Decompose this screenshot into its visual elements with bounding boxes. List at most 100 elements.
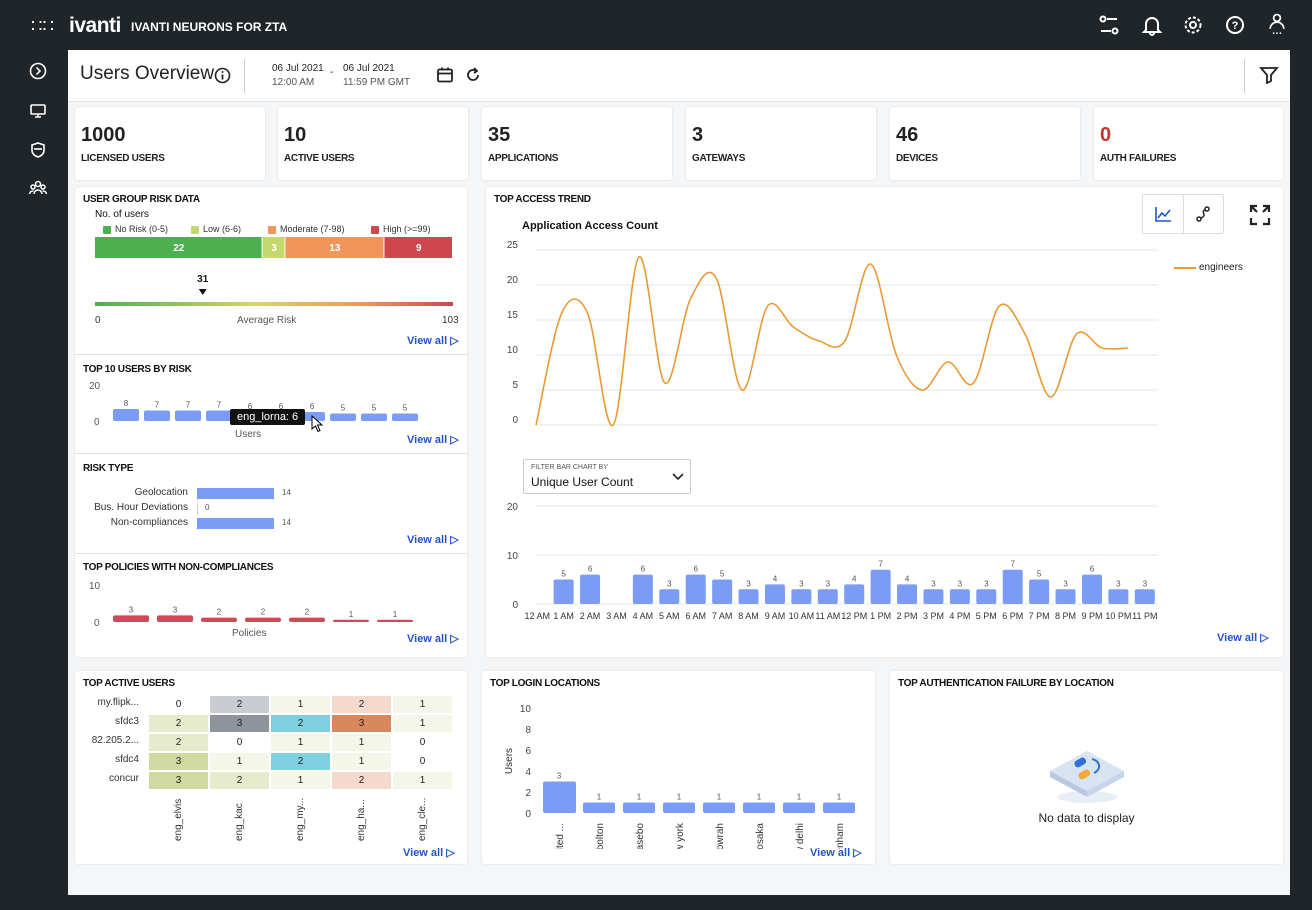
view-all-link[interactable]: View all	[403, 846, 455, 859]
heatmap-cell[interactable]: 1	[271, 696, 330, 713]
help-icon[interactable]: ?	[1224, 14, 1246, 36]
bar	[632, 574, 653, 604]
view-all-link[interactable]: View all	[407, 632, 459, 645]
bar	[844, 584, 865, 604]
section-title: TOP LOGIN LOCATIONS	[490, 678, 600, 689]
heatmap-cell[interactable]: 1	[271, 772, 330, 789]
heatmap-cell[interactable]: 2	[271, 715, 330, 732]
refresh-icon[interactable]	[464, 66, 482, 84]
heatmap-cell[interactable]: 1	[210, 753, 269, 770]
footer	[68, 885, 1290, 895]
filter-icon[interactable]	[1259, 66, 1279, 84]
heatmap-cell[interactable]: 3	[149, 772, 208, 789]
bar-value: 2	[305, 608, 310, 617]
shield-icon[interactable]	[28, 140, 48, 160]
heatmap-cell[interactable]: 2	[149, 734, 208, 751]
risk-legend: No Risk (0-5) Low (6-6) Moderate (7-98) Hig…	[95, 224, 465, 236]
heatmap-cell[interactable]: 3	[210, 715, 269, 732]
kpi-active-users[interactable]: 10 ACTIVE USERS	[278, 107, 468, 180]
view-all-link[interactable]: View all	[407, 334, 459, 347]
heatmap-cell[interactable]: 0	[393, 734, 452, 751]
heatmap-cell[interactable]: 0	[149, 696, 208, 713]
heatmap-cell[interactable]: 3	[149, 753, 208, 770]
y-tick: 20	[507, 275, 519, 286]
kpi-licensed-users[interactable]: 1000 LICENSED USERS	[75, 107, 265, 180]
heatmap-cell[interactable]: 2	[332, 772, 391, 789]
bell-icon[interactable]	[1141, 14, 1163, 36]
view-all-link[interactable]: View all	[407, 433, 459, 446]
kpi-label: ACTIVE USERS	[284, 153, 355, 164]
filter-divider	[1244, 59, 1245, 93]
heatmap-cell[interactable]: 1	[393, 772, 452, 789]
heatmap-cell[interactable]: 1	[271, 734, 330, 751]
heatmap-cell[interactable]: 2	[149, 715, 208, 732]
heatmap-cell[interactable]: 0	[210, 734, 269, 751]
heatmap-cell[interactable]: 2	[210, 772, 269, 789]
cursor-icon	[311, 415, 324, 433]
divider	[75, 453, 467, 454]
path-icon[interactable]	[1194, 205, 1213, 223]
kpi-label: LICENSED USERS	[81, 153, 165, 164]
x-tick: osaka	[755, 823, 766, 849]
bar	[583, 802, 615, 813]
heatmap-cell[interactable]: 1	[393, 696, 452, 713]
bar	[245, 617, 281, 622]
risk-type-value: 0	[205, 503, 210, 512]
switch-icon[interactable]	[1098, 14, 1120, 36]
y-tick: 4	[525, 767, 531, 778]
view-all-link[interactable]: View all	[407, 533, 459, 546]
filter-select[interactable]: FILTER BAR CHART BY Unique User Count	[523, 459, 691, 494]
kpi-auth-failures[interactable]: 0 AUTH FAILURES	[1094, 107, 1283, 180]
heatmap-cell[interactable]: 2	[332, 696, 391, 713]
y-axis-label: Users	[504, 748, 515, 774]
app-grid-icon[interactable]: ∷∷	[31, 16, 54, 36]
section-title: RISK TYPE	[83, 463, 134, 474]
risk-type-value: 14	[282, 488, 291, 497]
section-title: TOP ACTIVE USERS	[83, 678, 175, 689]
bar	[543, 781, 576, 813]
risk-card: USER GROUP RISK DATA No. of users No Ris…	[75, 187, 467, 657]
y-tick: 10	[507, 345, 519, 356]
heatmap-cell[interactable]: 1	[332, 734, 391, 751]
calendar-icon[interactable]	[436, 66, 454, 84]
heatmap-cell[interactable]: 0	[393, 753, 452, 770]
heatmap-cell[interactable]: 2	[210, 696, 269, 713]
heatmap-cell[interactable]: 2	[271, 753, 330, 770]
legend-label: Low (6-6)	[203, 224, 242, 234]
line-chart-button[interactable]	[1143, 195, 1184, 233]
empty-state-illustration	[1050, 751, 1124, 803]
users-icon[interactable]	[28, 178, 48, 198]
fullscreen-icon[interactable]	[1249, 204, 1271, 226]
info-icon[interactable]	[214, 67, 231, 84]
monitor-icon[interactable]	[28, 101, 48, 121]
legend-label: High (>=99)	[383, 224, 431, 234]
bar	[817, 589, 838, 604]
bar-value: 1	[677, 793, 682, 802]
bar	[361, 413, 387, 421]
bar-value: 3	[1116, 579, 1121, 588]
heatmap-cell[interactable]: 1	[393, 715, 452, 732]
bar-value: 6	[279, 402, 284, 411]
section-title: TOP ACCESS TREND	[494, 194, 591, 205]
bar-value: 5	[341, 404, 346, 413]
bar-value: 3	[129, 605, 134, 614]
heatmap-cell[interactable]: 3	[332, 715, 391, 732]
date-range-start[interactable]: 06 Jul 2021 12:00 AM	[272, 62, 324, 90]
view-all-link[interactable]: View all	[810, 846, 862, 859]
y-tick: 20	[89, 381, 101, 392]
top-bar: ∷∷ ivanti IVANTI NEURONS FOR ZTA ?	[0, 0, 1312, 50]
bar	[580, 574, 601, 604]
expand-icon[interactable]	[28, 61, 48, 81]
kpi-devices[interactable]: 46 DEVICES	[890, 107, 1080, 180]
y-tick: 0	[512, 415, 518, 426]
view-all-link[interactable]: View all	[1217, 631, 1269, 644]
heatmap-cell[interactable]: 1	[332, 753, 391, 770]
active-users-heatmap: my.flipk... 0 2 1 2 1 sfdc3 2 3 2 3 1 82.205.2... 2 0 1…	[75, 696, 467, 846]
kpi-gateways[interactable]: 3 GATEWAYS	[686, 107, 876, 180]
bar-value: 4	[852, 574, 857, 583]
gear-icon[interactable]	[1182, 14, 1204, 36]
date-range-end[interactable]: 06 Jul 2021 11:59 PM GMT	[343, 62, 410, 90]
legend-swatch	[371, 226, 379, 234]
user-icon[interactable]	[1266, 12, 1288, 34]
kpi-applications[interactable]: 35 APPLICATIONS	[482, 107, 672, 180]
